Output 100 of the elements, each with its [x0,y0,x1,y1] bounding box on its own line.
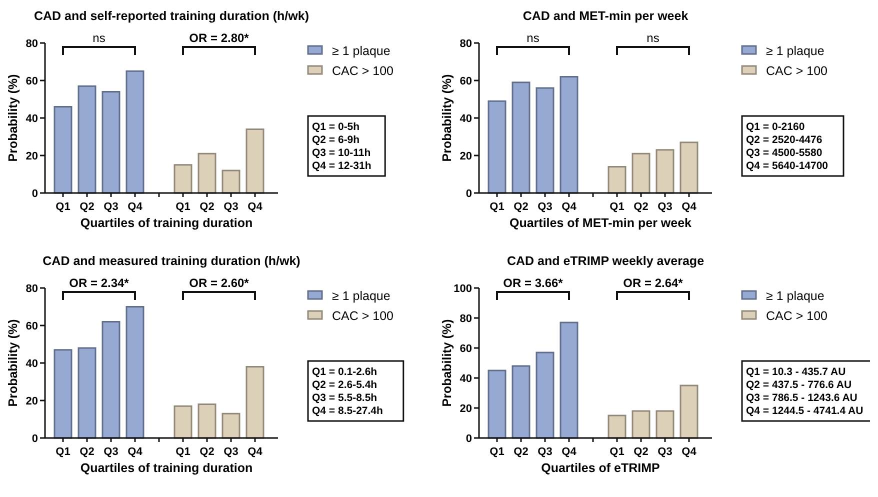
text: Q1 = 0-5h [312,121,360,133]
bar [536,87,554,194]
bar [632,152,650,194]
y-tick-label: 60 [460,343,472,355]
x-tick-label: Q4 [562,201,578,213]
x-tick-label: Q3 [658,201,672,213]
text: Q2 = 2.6-5.4h [312,379,378,391]
y-axis-title: Probability (%) [6,74,20,162]
x-tick-label: Q3 [538,446,552,458]
annotation: OR = 2.64* [623,276,684,290]
bar [174,405,192,439]
y-tick-label: 40 [460,113,472,125]
bar [608,166,626,194]
y-tick-label: 60 [460,76,472,88]
y-tick-label: 100 [454,283,472,295]
x-tick-label: Q1 [490,446,504,458]
bar [488,100,506,194]
x-tick-label: Q2 [200,446,214,458]
x-axis-title: Quartiles of eTRIMP [541,461,660,475]
bar [656,149,674,194]
bar [680,384,698,439]
x-tick-label: Q1 [610,446,624,458]
x-tick-label: Q2 [80,201,94,213]
legend-label: CAC > 100 [332,309,394,323]
x-tick-label: Q4 [128,201,144,213]
text: Q4 = 12-31h [312,160,372,172]
annotation: ns [526,31,540,45]
x-tick-label: Q2 [634,446,648,458]
y-tick-label: 20 [460,150,472,162]
x-tick-label: Q4 [128,446,144,458]
y-tick-label: 80 [460,313,472,325]
text: Q2 = 2520-4476 [746,134,822,146]
text: Q4 = 1244.5 - 4741.4 AU [746,405,864,417]
bar [246,128,264,194]
annotation: OR = 2.34* [69,276,130,290]
y-tick-label: 80 [26,38,38,50]
x-tick-label: Q1 [176,201,190,213]
bar [102,321,120,439]
bar [222,412,240,439]
y-tick-label: 60 [26,76,38,88]
chart-title: CAD and measured training duration (h/wk) [42,254,300,268]
bar [512,365,530,439]
x-tick-label: Q3 [538,201,552,213]
bar [512,82,530,194]
x-tick-label: Q1 [176,446,190,458]
text: Q3 = 10-11h [312,147,371,159]
y-tick-label: 0 [466,188,472,200]
bar [536,352,554,439]
y-tick-label: 20 [460,403,472,415]
legend-label: ≥ 1 plaque [332,44,390,58]
bar [222,170,240,194]
x-tick-label: Q2 [634,201,648,213]
text: Q3 = 4500-5580 [746,147,822,159]
legend-label: ≥ 1 plaque [766,44,824,58]
text: Q1 = 0-2160 [746,121,805,133]
x-tick-label: Q1 [56,446,70,458]
bar [656,410,674,439]
x-tick-label: Q3 [224,446,238,458]
x-tick-label: Q2 [514,201,528,213]
bar [78,85,96,194]
bar [560,76,578,194]
text: Q1 = 10.3 - 435.7 AU [746,366,846,378]
text: Q1 = 0.1-2.6h [312,366,378,378]
legend-label: ≥ 1 plaque [766,289,824,303]
bar [126,70,144,194]
annotation: OR = 2.60* [189,276,250,290]
y-tick-label: 60 [26,320,38,332]
y-tick-label: 0 [32,433,38,445]
text: Q3 = 786.5 - 1243.6 AU [746,392,858,404]
bar [102,91,120,194]
x-tick-label: Q4 [682,446,698,458]
text: Q3 = 5.5-8.5h [312,392,378,404]
annotation: ns [92,31,106,45]
bar [174,164,192,194]
x-tick-label: Q3 [104,201,118,213]
y-tick-label: 40 [26,113,38,125]
y-axis-title: Probability (%) [440,319,454,407]
text: Q4 = 5640-14700 [746,160,828,172]
x-tick-label: Q2 [80,446,94,458]
bar [54,106,72,194]
bar [632,410,650,439]
legend-label: CAC > 100 [332,64,394,78]
x-tick-label: Q3 [104,446,118,458]
y-tick-label: 80 [460,38,472,50]
x-tick-label: Q4 [682,201,698,213]
legend-label: CAC > 100 [766,309,828,323]
x-tick-label: Q4 [248,446,264,458]
bar [608,414,626,439]
chart-title: CAD and self-reported training duration (h/wk) [34,9,310,23]
bar [198,404,216,439]
x-tick-label: Q3 [224,201,238,213]
annotation: OR = 3.66* [503,276,564,290]
y-tick-label: 40 [26,358,38,370]
x-tick-label: Q2 [514,446,528,458]
bar [246,366,264,439]
bar [126,306,144,439]
x-tick-label: Q2 [200,201,214,213]
y-tick-label: 40 [460,373,472,385]
chart-title: CAD and eTRIMP weekly average [506,254,704,268]
x-axis-title: Quartiles of MET-min per week [510,216,692,230]
